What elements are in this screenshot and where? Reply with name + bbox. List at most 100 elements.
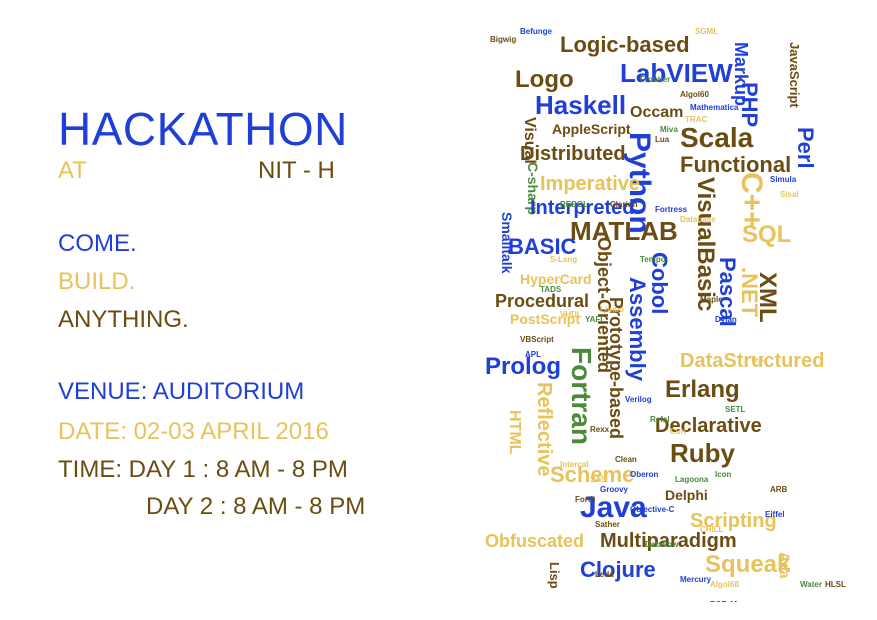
cloud-small-word: Mercury <box>680 575 712 584</box>
cloud-small-word: Icon <box>715 470 732 479</box>
cloud-word: Interpreted <box>530 197 634 219</box>
cloud-word: DataStructured <box>680 350 824 372</box>
cloud-small-word: CHILL <box>700 525 724 534</box>
cloud-word: Logo <box>515 66 574 93</box>
cloud-small-word: Befunge <box>520 27 553 36</box>
cloud-small-word: VBScript <box>520 335 554 344</box>
at-label: AT <box>58 157 87 184</box>
poster-title: HACKATHON <box>58 103 348 155</box>
cloud-small-word: TRAC <box>685 115 707 124</box>
tagline-build: BUILD. <box>58 268 136 295</box>
cloud-small-word: Limbo <box>600 305 624 314</box>
cloud-word: Prototype-based <box>606 297 626 439</box>
cloud-small-word: SGML <box>695 27 718 36</box>
cloud-word: Python <box>623 132 656 234</box>
cloud-word: VisualBasic <box>692 177 719 311</box>
cloud-word: Obfuscated <box>485 531 584 551</box>
cloud-small-word: TeX <box>750 355 765 364</box>
cloud-small-word: Groovy <box>600 485 629 494</box>
cloud-word: Erlang <box>665 376 740 403</box>
cloud-small-word: POP-11 <box>710 600 739 602</box>
date-label: DATE: 02-03 APRIL 2016 <box>58 418 329 445</box>
cloud-word: Reflective <box>533 382 555 477</box>
cloud-word: Occam <box>630 104 683 121</box>
cloud-word: .NET <box>737 267 762 318</box>
cloud-small-word: SAS <box>590 475 607 484</box>
cloud-small-word: Mathematica <box>690 103 739 112</box>
cloud-small-word: Lagoona <box>675 475 709 484</box>
cloud-small-word: Lua <box>655 135 670 144</box>
cloud-small-word: APL <box>525 350 541 359</box>
cloud-word: Imperative <box>540 173 640 195</box>
cloud-small-word: Tempo <box>640 255 666 264</box>
cloud-word: Distributed <box>520 143 626 165</box>
cloud-word: AppleScript <box>552 121 631 137</box>
cloud-small-word: Dataflow <box>645 540 679 549</box>
cloud-small-word: Oberon <box>630 470 659 479</box>
cloud-word: Ada <box>777 552 793 579</box>
tagline-anything: ANYTHING. <box>58 306 189 333</box>
cloud-word: Cobol <box>647 252 672 314</box>
time-day2-label: DAY 2 : 8 AM - 8 PM <box>146 493 366 520</box>
cloud-word: Clojure <box>580 557 656 582</box>
cloud-small-word: HLSL <box>825 580 846 589</box>
cloud-word: SQL <box>742 221 791 248</box>
cloud-word: Scripting <box>690 510 777 532</box>
cloud-word: HyperCard <box>520 271 592 287</box>
cloud-word: Object-Oriented <box>594 237 614 373</box>
cloud-small-word: Verilog <box>625 395 652 404</box>
cloud-small-word: Forth <box>575 495 596 504</box>
cloud-small-word: Sather <box>595 520 620 529</box>
cloud-small-word: Rexx <box>590 425 610 434</box>
cloud-word: Fortran <box>566 347 597 445</box>
cloud-small-word: SETL <box>725 405 746 414</box>
cloud-small-word: Eiffel <box>765 510 785 519</box>
cloud-small-word: Clean <box>615 455 637 464</box>
cloud-word: C++ <box>735 172 768 229</box>
cloud-word: MATLAB <box>570 216 678 246</box>
cloud-word: Delphi <box>665 487 708 503</box>
cloud-word: Java <box>580 491 647 524</box>
cloud-word: Smalltalk <box>499 212 515 274</box>
cloud-small-word: TADS <box>540 285 562 294</box>
cloud-small-word: Refal <box>650 415 670 424</box>
tagline-come: COME. <box>58 230 137 257</box>
cloud-word: PostScript <box>510 311 580 327</box>
cloud-small-word: VHDL <box>560 310 582 319</box>
cloud-word: Multiparadigm <box>600 530 737 552</box>
cloud-small-word: ARB <box>770 485 788 494</box>
cloud-word: Perl <box>793 127 818 169</box>
cloud-small-word: Frontier <box>640 75 670 84</box>
cloud-word: Lisp <box>547 562 562 589</box>
cloud-small-word: Intercal <box>560 460 588 469</box>
cloud-word: Prolog <box>485 353 561 380</box>
cloud-word: XML <box>754 272 781 323</box>
venue-label: VENUE: AUDITORIUM <box>58 378 305 405</box>
cloud-word: Procedural <box>495 291 589 311</box>
cloud-word: BASIC <box>508 234 577 259</box>
cloud-small-word: Database <box>680 215 716 224</box>
cloud-word: Scala <box>680 122 754 153</box>
cloud-word: JavaScript <box>787 42 802 108</box>
cloud-small-word: Leda <box>595 570 614 579</box>
cloud-word: Pascal <box>715 257 740 327</box>
place-label: NIT - H <box>258 157 335 184</box>
cloud-word: Declarative <box>655 415 762 437</box>
cloud-small-word: Sisal <box>780 190 799 199</box>
cloud-word: Logic-based <box>560 32 690 57</box>
cloud-small-word: Maple <box>700 295 723 304</box>
cloud-word: LabVIEW <box>620 58 733 88</box>
cloud-word: C-sharp <box>525 162 541 215</box>
cloud-small-word: Algol68 <box>710 580 739 589</box>
cloud-small-word: Curl <box>670 427 686 436</box>
cloud-small-word: YAFL <box>585 315 605 324</box>
cloud-word: Scheme <box>550 462 634 487</box>
cloud-small-word: Water <box>800 580 822 589</box>
cloud-word: Markup <box>731 42 751 106</box>
cloud-word: Assembly <box>625 277 650 382</box>
cloud-word: HTML <box>506 410 523 455</box>
cloud-small-word: Objective-C <box>630 505 675 514</box>
cloud-small-word: Miva <box>660 125 678 134</box>
cloud-small-word: Fortress <box>655 205 688 214</box>
